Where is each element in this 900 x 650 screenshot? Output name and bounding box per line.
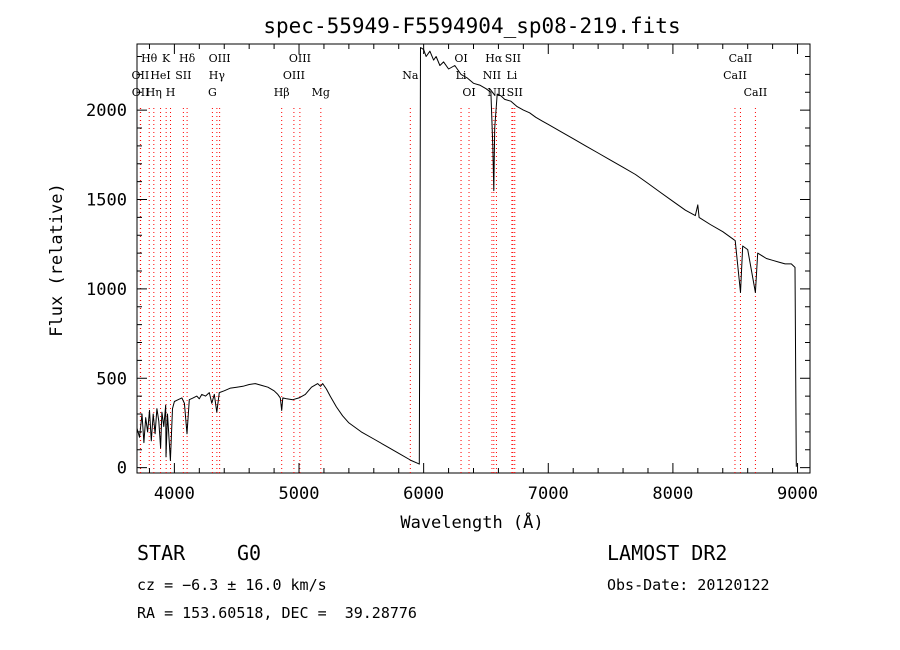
series-group	[136, 47, 797, 467]
y-axis-label: Flux (relative)	[47, 183, 67, 337]
x-tick-label: 4000	[154, 484, 195, 504]
line-label: Hδ	[179, 52, 196, 65]
line-label: G	[208, 86, 217, 99]
spectrum-chart: spec-55949-F5594904_sp08-219.fits Hθ K Hδ O…	[47, 14, 818, 533]
line-label: Li	[506, 69, 517, 82]
line-label: SII	[505, 52, 521, 65]
line-label: Hβ	[274, 86, 290, 99]
object-type: STAR	[137, 541, 186, 565]
line-label: OII	[132, 69, 150, 82]
axis-tick-group: 4000 5000 6000 7000 8000 9000 0 500 1000 1500 2000	[86, 44, 818, 504]
redshift-velocity: cz = −6.3 ± 16.0 km/s	[137, 576, 327, 594]
line-label: OI	[462, 86, 475, 99]
x-tick-label: 5000	[279, 484, 320, 504]
line-label: OIII	[283, 69, 305, 82]
line-label: OIII	[209, 52, 231, 65]
line-label: Hη	[146, 86, 162, 99]
x-tick-label: 6000	[403, 484, 444, 504]
x-tick-label: 8000	[652, 484, 693, 504]
line-label: Hα	[485, 52, 503, 65]
line-label: K	[162, 52, 171, 65]
x-tick-label: 7000	[528, 484, 569, 504]
line-label: Hθ	[141, 52, 158, 65]
subclass: G0	[237, 541, 262, 565]
y-tick-label: 500	[96, 369, 127, 389]
line-label: Hγ	[209, 69, 226, 82]
plot-frame	[136, 43, 811, 474]
spectrum-line	[136, 47, 797, 467]
line-label: Li	[456, 69, 467, 82]
line-label: SII	[175, 69, 191, 82]
line-label: OI	[454, 52, 467, 65]
y-tick-label: 0	[117, 459, 127, 479]
line-label: Na	[402, 69, 419, 82]
survey-name: LAMOST DR2	[607, 541, 728, 565]
line-label: H	[166, 86, 176, 99]
line-label: Mg	[312, 86, 330, 99]
y-tick-label: 2000	[86, 101, 127, 121]
line-label: CaII	[723, 69, 747, 82]
line-label: CaII	[744, 86, 768, 99]
line-label: HeI	[150, 69, 170, 82]
line-label: OIII	[289, 52, 311, 65]
observation-date: Obs-Date: 20120122	[607, 576, 770, 594]
y-tick-label: 1000	[86, 280, 127, 300]
y-tick-label: 1500	[86, 191, 127, 211]
chart-title: spec-55949-F5594904_sp08-219.fits	[263, 14, 680, 38]
line-label: NII	[483, 69, 501, 82]
line-label: CaII	[729, 52, 753, 65]
line-label: SII	[507, 86, 523, 99]
x-tick-label: 9000	[777, 484, 818, 504]
coordinates: RA = 153.60518, DEC = 39.28776	[137, 604, 417, 622]
x-axis-label: Wavelength (Å)	[400, 511, 543, 533]
